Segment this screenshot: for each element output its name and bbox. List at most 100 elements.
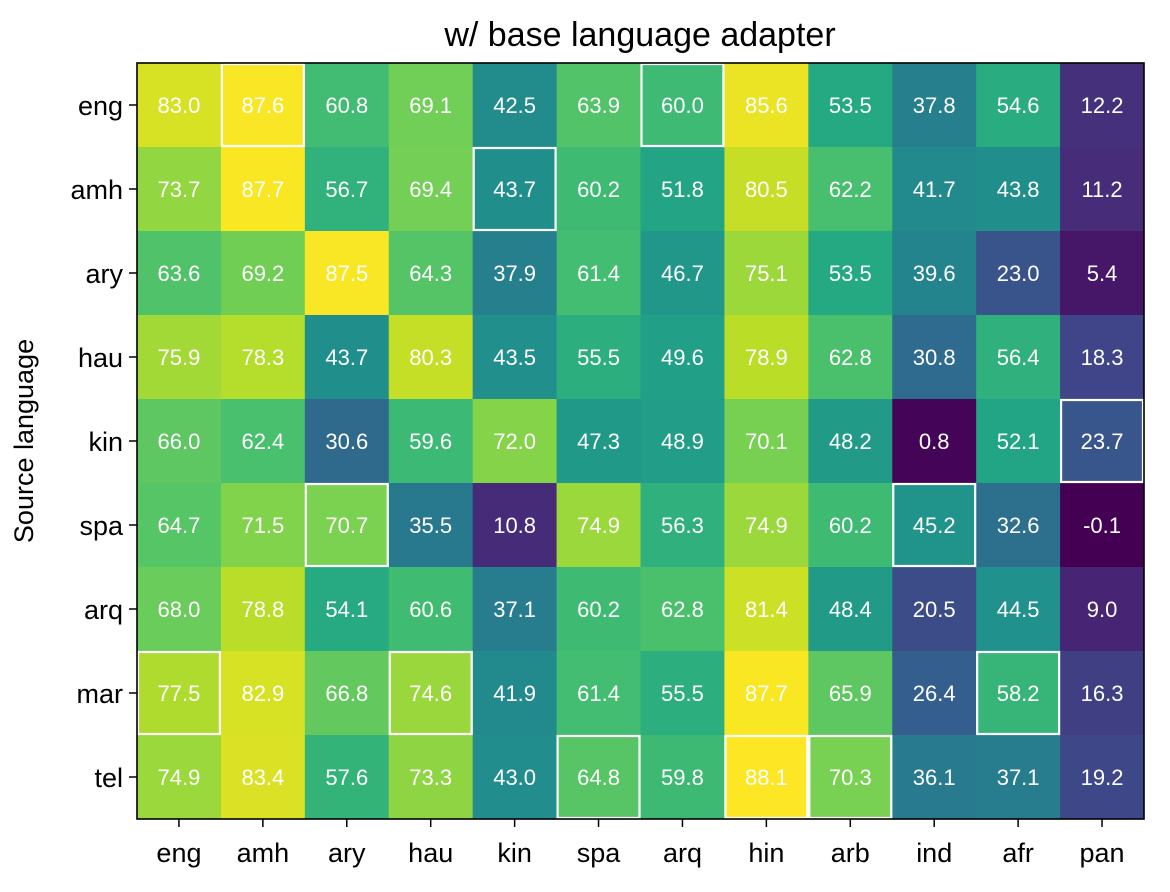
heatmap-cell-arq-amh [220, 567, 306, 652]
cell-value-label: 60.2 [577, 597, 620, 622]
heatmap-highlights [136, 62, 1145, 820]
cell-value-label: 85.6 [745, 93, 788, 118]
cell-value-label: 37.1 [997, 765, 1040, 790]
x-tick-label-arb: arb [831, 838, 870, 868]
cell-value-label: 48.9 [661, 429, 704, 454]
x-tick-label-amh: amh [237, 838, 290, 868]
cell-value-label: 52.1 [997, 429, 1040, 454]
heatmap-cell-amh-arq [640, 147, 725, 232]
heatmap-cell-kin-arq [640, 399, 725, 484]
heatmap-cell-arq-pan [1060, 567, 1145, 652]
heatmap-cell-tel-ind [892, 735, 977, 820]
cell-value-label: 80.5 [745, 177, 788, 202]
heatmap-cell-amh-arb [808, 147, 893, 232]
cell-value-label: 11.2 [1081, 177, 1122, 202]
cell-value-label: 30.8 [913, 345, 956, 370]
heatmap-cell-mar-arq [640, 651, 725, 736]
cell-value-label: 69.1 [409, 93, 452, 118]
cell-value-label: 49.6 [661, 345, 704, 370]
heatmap-cell-mar-eng [137, 651, 222, 736]
heatmap-cell-amh-ary [304, 147, 390, 232]
cell-value-label: 62.2 [829, 177, 872, 202]
heatmap-cell-kin-pan [1060, 399, 1145, 484]
cell-value-label: 63.6 [158, 261, 201, 286]
cell-value-label: 43.5 [493, 345, 536, 370]
heatmap-cell-spa-eng [137, 483, 222, 568]
cell-value-label: 62.8 [661, 597, 704, 622]
heatmap-cell-amh-pan [1060, 147, 1145, 232]
heatmap-cell-spa-hau [388, 483, 474, 568]
highlight-box-kin-pan [1059, 398, 1145, 484]
y-tick-label-mar: mar [77, 679, 124, 709]
heatmap-cell-arq-eng [137, 567, 222, 652]
y-axis: eng amh ary hau kin spa arq mar tel [70, 91, 137, 793]
heatmap-cell-tel-kin [472, 735, 558, 820]
cell-value-label: 0.8 [919, 429, 950, 454]
heatmap-cell-mar-spa [556, 651, 641, 736]
cell-value-label: 19.2 [1081, 765, 1124, 790]
cell-value-label: -0.1 [1083, 513, 1121, 538]
cell-value-label: 48.4 [829, 597, 872, 622]
heatmap-cell-mar-ary [304, 651, 390, 736]
heatmap-cell-arq-ind [892, 567, 977, 652]
cell-value-label: 70.1 [745, 429, 788, 454]
heatmap-cell-tel-ary [304, 735, 390, 820]
cell-value-label: 20.5 [913, 597, 956, 622]
cell-value-label: 78.8 [241, 597, 284, 622]
cell-value-label: 64.7 [158, 513, 201, 538]
cell-value-label: 37.8 [913, 93, 956, 118]
heatmap-cell-amh-afr [976, 147, 1061, 232]
heatmap-cell-eng-ind [892, 63, 977, 148]
cell-value-label: 60.6 [409, 597, 452, 622]
highlight-box-tel-spa [556, 734, 641, 820]
x-tick-label-ind: ind [916, 838, 952, 868]
highlight-box-spa-ary [304, 482, 389, 568]
heatmap-cell-mar-amh [220, 651, 306, 736]
cell-value-label: 23.7 [1081, 429, 1124, 454]
cell-value-label: 53.5 [829, 93, 872, 118]
x-tick-label-afr: afr [1002, 838, 1034, 868]
heatmap-cell-mar-arb [808, 651, 893, 736]
heatmap-cell-ary-kin [472, 231, 558, 316]
heatmap-cell-ary-ary [304, 231, 390, 316]
heatmap-cell-hau-ary [304, 315, 390, 400]
cell-value-label: 78.9 [745, 345, 788, 370]
cell-value-label: 41.9 [493, 681, 536, 706]
heatmap-cell-eng-ary [304, 63, 390, 148]
cell-value-label: 48.2 [829, 429, 872, 454]
heatmap-cell-spa-spa [556, 483, 641, 568]
cell-value-label: 63.9 [577, 93, 620, 118]
y-tick-label-ary: ary [85, 259, 123, 289]
heatmap-cell-ary-pan [1060, 231, 1145, 316]
cell-value-label: 74.9 [745, 513, 788, 538]
heatmap-cell-kin-kin [472, 399, 558, 484]
cell-value-label: 81.4 [745, 597, 788, 622]
x-tick-label-spa: spa [577, 838, 622, 868]
y-tick-label-eng: eng [78, 91, 123, 121]
heatmap-cell-ary-afr [976, 231, 1061, 316]
cell-value-label: 66.8 [325, 681, 368, 706]
cell-value-label: 69.4 [409, 177, 452, 202]
heatmap-cell-ary-amh [220, 231, 306, 316]
heatmap-cell-kin-amh [220, 399, 306, 484]
heatmap-cell-kin-afr [976, 399, 1061, 484]
heatmap-cell-tel-hau [388, 735, 474, 820]
y-tick-label-kin: kin [88, 427, 123, 457]
x-tick-label-hau: hau [408, 838, 453, 868]
heatmap-cell-spa-ary [304, 483, 390, 568]
heatmap-cell-ary-spa [556, 231, 641, 316]
cell-value-label: 32.6 [997, 513, 1040, 538]
heatmap-cell-mar-kin [472, 651, 558, 736]
cell-value-label: 46.7 [661, 261, 704, 286]
cell-value-label: 23.0 [997, 261, 1040, 286]
cell-value-label: 75.1 [745, 261, 788, 286]
cell-value-label: 16.3 [1081, 681, 1124, 706]
heatmap-cell-mar-hin [724, 651, 809, 736]
cell-value-label: 43.7 [493, 177, 536, 202]
heatmap-cell-kin-spa [556, 399, 641, 484]
heatmap-cell-tel-amh [220, 735, 306, 820]
cell-value-label: 78.3 [241, 345, 284, 370]
cell-value-label: 51.8 [661, 177, 704, 202]
heatmap-cell-mar-ind [892, 651, 977, 736]
heatmap-cell-hau-afr [976, 315, 1061, 400]
